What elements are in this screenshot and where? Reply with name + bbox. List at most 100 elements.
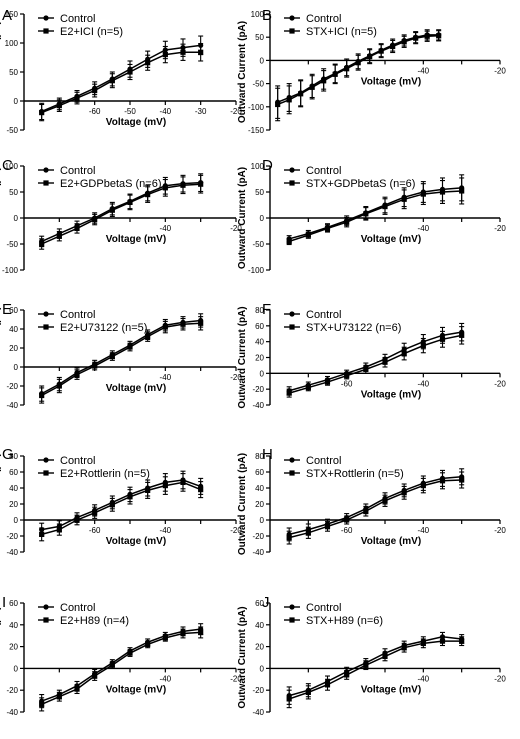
y-tick-label: 20	[9, 500, 18, 509]
data-point-square	[332, 71, 338, 77]
legend-marker-square	[289, 324, 295, 330]
data-point-square	[74, 225, 80, 231]
y-tick-label: -20	[6, 532, 18, 541]
data-point-square	[92, 87, 98, 94]
data-point-square	[439, 189, 446, 195]
data-point-square	[390, 43, 396, 50]
data-point-square	[439, 336, 446, 342]
y-tick-label: 80	[9, 452, 18, 461]
data-point-square	[382, 359, 388, 365]
legend-label: STX+Rottlerin (n=5)	[306, 468, 404, 480]
x-axis-title: Voltage (mV)	[361, 536, 421, 547]
y-tick-label: -40	[6, 708, 18, 717]
data-point-square	[363, 366, 369, 372]
y-tick-label: 0	[14, 516, 19, 525]
series-line	[41, 181, 201, 243]
x-tick-label: -20	[230, 674, 242, 683]
legend-marker-circle	[43, 167, 49, 173]
y-axis-title: Outward Current (pA)	[237, 306, 248, 408]
legend-label: Control	[60, 602, 95, 614]
y-tick-label: 0	[260, 56, 265, 65]
x-tick-label: -60	[341, 379, 353, 388]
data-point-square	[74, 372, 80, 378]
legend-marker-circle	[289, 604, 295, 610]
series-treatment	[286, 177, 465, 246]
panel-j: J -40 -20 0 20 40 60 -40 -20 Voltage (mV) Outward …	[237, 594, 506, 717]
data-point-square	[286, 390, 292, 396]
y-tick-label: 20	[9, 643, 18, 652]
x-tick-label: -20	[494, 66, 506, 75]
legend-label: Control	[306, 602, 341, 614]
data-point-square	[420, 343, 426, 349]
data-point-square	[198, 181, 204, 187]
y-tick-label: 40	[255, 338, 264, 347]
series-line	[288, 187, 462, 240]
y-tick-label: -20	[6, 686, 18, 695]
x-tick-label: -20	[494, 224, 506, 233]
y-tick-label: -40	[6, 548, 18, 557]
y-tick-label: 100	[251, 162, 265, 171]
data-point-square	[363, 662, 369, 668]
y-tick-label: -100	[248, 103, 265, 112]
x-tick-label: -20	[494, 379, 506, 388]
panel-i: I -40 -20 0 20 40 60 -40 -20 Voltage (mV) Outward …	[0, 594, 242, 717]
y-tick-label: -50	[252, 80, 264, 89]
x-axis-title: Voltage (mV)	[106, 383, 166, 394]
legend-marker-circle	[289, 457, 295, 463]
series-control	[286, 322, 465, 396]
data-point-square	[162, 52, 168, 58]
legend-marker-circle	[289, 311, 295, 317]
y-tick-label: -20	[252, 385, 264, 394]
y-axis-title: Outward Current (pA)	[237, 606, 248, 708]
panel-h: H -40 -20 0 20 40 60 80 -60 -40 -20 Voltage (mV) Out…	[237, 446, 506, 557]
legend-label: E2+GDPbetaS (n=6)	[60, 178, 162, 190]
y-tick-label: 20	[9, 344, 18, 353]
data-point-square	[162, 635, 168, 641]
panel-letter: H	[262, 446, 273, 463]
series-line	[288, 636, 462, 697]
legend-marker-circle	[289, 15, 295, 21]
y-axis-title: Outward Current (pA)	[0, 167, 2, 269]
series-line	[41, 631, 201, 706]
y-axis-title: Outward Current (pA)	[0, 306, 2, 408]
y-tick-label: -50	[6, 240, 18, 249]
data-point-square	[198, 49, 204, 55]
data-point-square	[420, 640, 426, 646]
x-tick-label: -30	[195, 107, 207, 116]
data-point-square	[275, 101, 281, 108]
x-tick-label: -40	[418, 379, 430, 388]
legend-label: E2+U73122 (n=5)	[60, 322, 147, 334]
x-tick-label: -40	[160, 224, 172, 233]
x-tick-label: -20	[230, 373, 242, 382]
series-line	[288, 476, 462, 536]
series-line	[288, 640, 462, 700]
data-point-square	[305, 232, 311, 238]
y-tick-label: -50	[6, 126, 18, 135]
series-line	[41, 479, 201, 531]
data-point-square	[344, 672, 350, 678]
data-point-square	[56, 103, 62, 109]
x-tick-label: -40	[160, 674, 172, 683]
y-tick-label: 0	[260, 369, 265, 378]
y-tick-label: 0	[260, 664, 265, 673]
y-tick-label: 20	[255, 354, 264, 363]
data-point-square	[145, 60, 151, 66]
data-point-square	[382, 653, 388, 660]
x-tick-label: -40	[160, 526, 172, 535]
y-tick-label: 100	[251, 10, 265, 19]
legend-marker-circle	[43, 15, 49, 21]
data-point-square	[39, 241, 45, 247]
data-point-square	[74, 95, 80, 101]
data-point-square	[459, 638, 465, 644]
x-tick-label: -20	[494, 526, 506, 535]
data-point-square	[162, 483, 168, 489]
legend-label: STX+GDPbetaS (n=6)	[306, 178, 415, 190]
y-tick-label: -50	[252, 240, 264, 249]
